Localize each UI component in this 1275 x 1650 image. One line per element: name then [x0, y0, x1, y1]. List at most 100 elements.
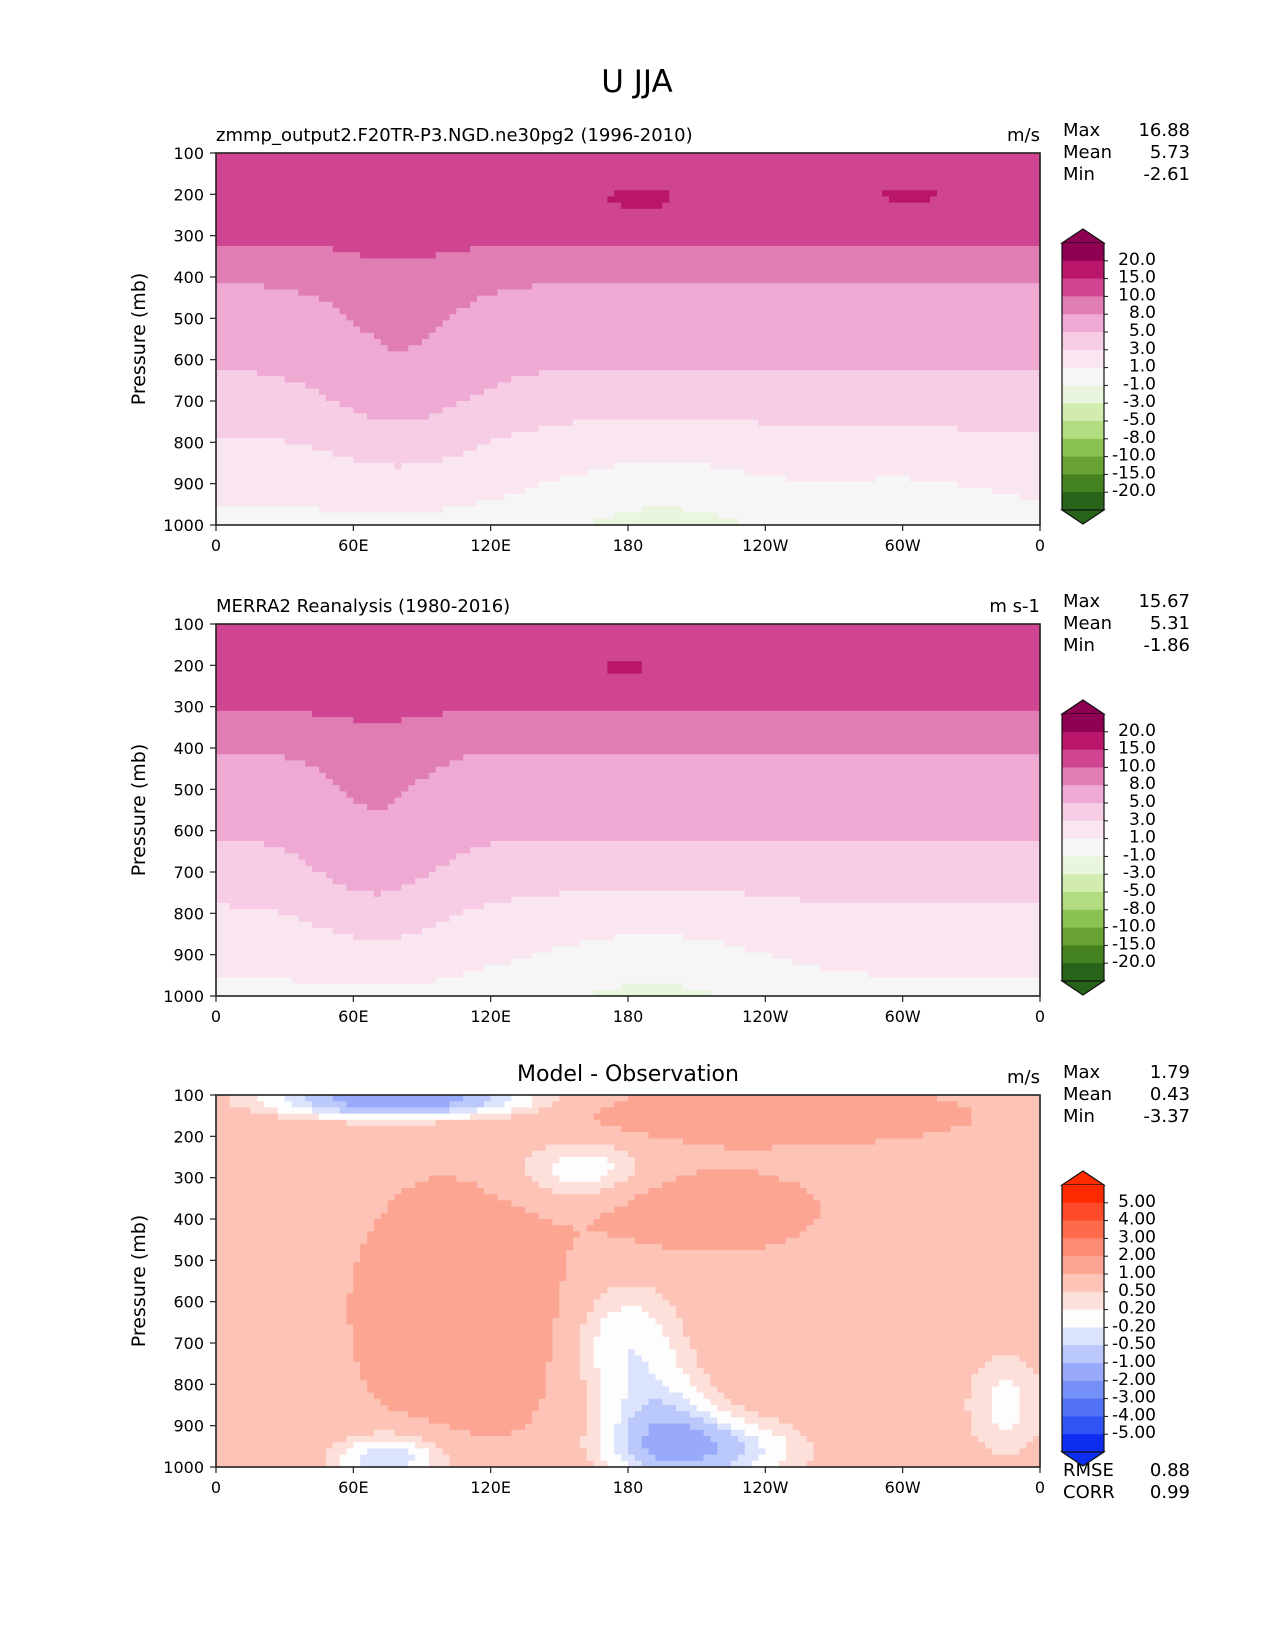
stat-value: 0.88	[1150, 1460, 1190, 1481]
contour-cell	[360, 326, 437, 334]
colorbar-segment	[1062, 1238, 1104, 1257]
contour-cell	[332, 301, 471, 309]
contour-cell	[373, 1392, 547, 1400]
contour-cell	[401, 884, 1041, 892]
contour-cell	[579, 1367, 602, 1375]
contour-cell	[373, 1429, 396, 1437]
contour-cell	[662, 1398, 691, 1406]
contour-cell	[470, 1429, 512, 1437]
contour-cell	[216, 1219, 375, 1226]
contour-cell	[991, 1448, 1020, 1456]
contour-cell	[971, 1392, 993, 1400]
y-tick-label: 600	[173, 1293, 204, 1312]
colorbar-segment	[1062, 403, 1104, 422]
colorbar-segment	[1062, 492, 1104, 511]
colorbar-extend-bottom	[1060, 509, 1106, 525]
contour-cell	[216, 326, 361, 334]
colorbar-extend-top	[1060, 699, 1106, 715]
contour-cell	[428, 1175, 457, 1183]
contour-cell	[991, 1386, 1020, 1394]
contour-cell	[353, 1355, 554, 1363]
contour-cell	[332, 927, 423, 935]
contour-cell	[971, 1423, 1000, 1431]
contour-cell	[353, 1268, 567, 1276]
y-axis-label: Pressure (mb)	[128, 1215, 150, 1348]
contour-cell	[682, 1318, 1041, 1325]
contour-cell	[1019, 1411, 1041, 1418]
contour-cell	[319, 506, 444, 514]
colorbar-label: -0.50	[1112, 1334, 1156, 1354]
contour-cell	[216, 1405, 389, 1412]
contour-cell	[332, 1095, 464, 1102]
contour-cell	[552, 1219, 595, 1226]
contour-cell	[710, 1380, 972, 1387]
contour-cell	[216, 1305, 348, 1313]
contour-cell	[216, 320, 354, 328]
contour-cell	[346, 1436, 423, 1443]
colorbar-label: 1.0	[1129, 357, 1156, 377]
contour-cell	[600, 1454, 622, 1462]
contour-cell	[799, 1231, 1041, 1239]
contour-cell	[216, 1361, 361, 1369]
stat-label: Max	[1063, 120, 1101, 141]
contour-cell	[641, 1442, 718, 1449]
contour-cell	[579, 1336, 595, 1344]
stat-value: 5.31	[1150, 613, 1190, 634]
contour-cell	[758, 1442, 787, 1449]
contour-cell	[401, 791, 1041, 799]
contour-cell	[964, 1398, 993, 1406]
contour-cell	[216, 215, 1041, 222]
contour-cell	[614, 1144, 725, 1152]
contour-cell	[991, 487, 1041, 495]
contour-cell	[216, 934, 354, 941]
contour-cell	[442, 407, 1041, 414]
contour-cell	[216, 630, 1041, 637]
contour-cell	[991, 1417, 1020, 1425]
contour-cell	[511, 1113, 595, 1121]
colorbar-segment	[1062, 456, 1104, 475]
contour-cell	[284, 438, 492, 445]
contour-cell	[216, 332, 375, 340]
y-tick-label: 300	[173, 1169, 204, 1188]
contour-cell	[456, 401, 1041, 408]
contour-cell	[216, 1355, 354, 1363]
contour-cell	[470, 246, 1041, 253]
colorbar-segment	[1062, 243, 1104, 262]
contour-cell	[875, 475, 911, 483]
contour-cell	[216, 661, 608, 668]
contour-cell	[593, 989, 711, 997]
contour-cell	[669, 190, 883, 197]
contour-cell	[325, 772, 430, 780]
contour-cell	[710, 1374, 972, 1381]
contour-cell	[710, 1411, 732, 1418]
contour-cell	[758, 1169, 1041, 1177]
contour-cell	[470, 1113, 512, 1121]
contour-cell	[339, 1107, 451, 1115]
contour-cell	[339, 401, 457, 408]
contour-cell	[971, 1374, 1041, 1381]
contour-cell	[744, 1429, 773, 1437]
contour-cell	[216, 915, 299, 923]
contour-cell	[476, 1181, 540, 1189]
contour-cell	[216, 1188, 402, 1195]
contour-cell	[277, 909, 464, 916]
contour-cell	[401, 463, 615, 470]
contour-cell	[552, 1318, 588, 1325]
panel-title: zmmp_output2.F20TR-P3.NGD.ne30pg2 (1996-…	[216, 125, 693, 146]
contour-cell	[360, 252, 437, 259]
contour-cell	[216, 153, 1041, 160]
contour-cell	[216, 1318, 348, 1325]
contour-cell	[957, 1101, 1041, 1108]
x-tick-label: 60W	[885, 536, 921, 555]
contour-cell	[937, 190, 1041, 197]
colorbar-label: -8.0	[1123, 899, 1156, 919]
contour-cell	[216, 1150, 533, 1158]
contour-cell	[483, 903, 1041, 910]
contour-cell	[353, 1287, 560, 1294]
contour-cell	[428, 872, 1041, 879]
contour-cell	[737, 1454, 760, 1462]
contour-cell	[435, 1442, 581, 1449]
contour-cell	[785, 475, 876, 483]
contour-cell	[628, 1150, 1041, 1158]
contour-cell	[312, 865, 437, 873]
